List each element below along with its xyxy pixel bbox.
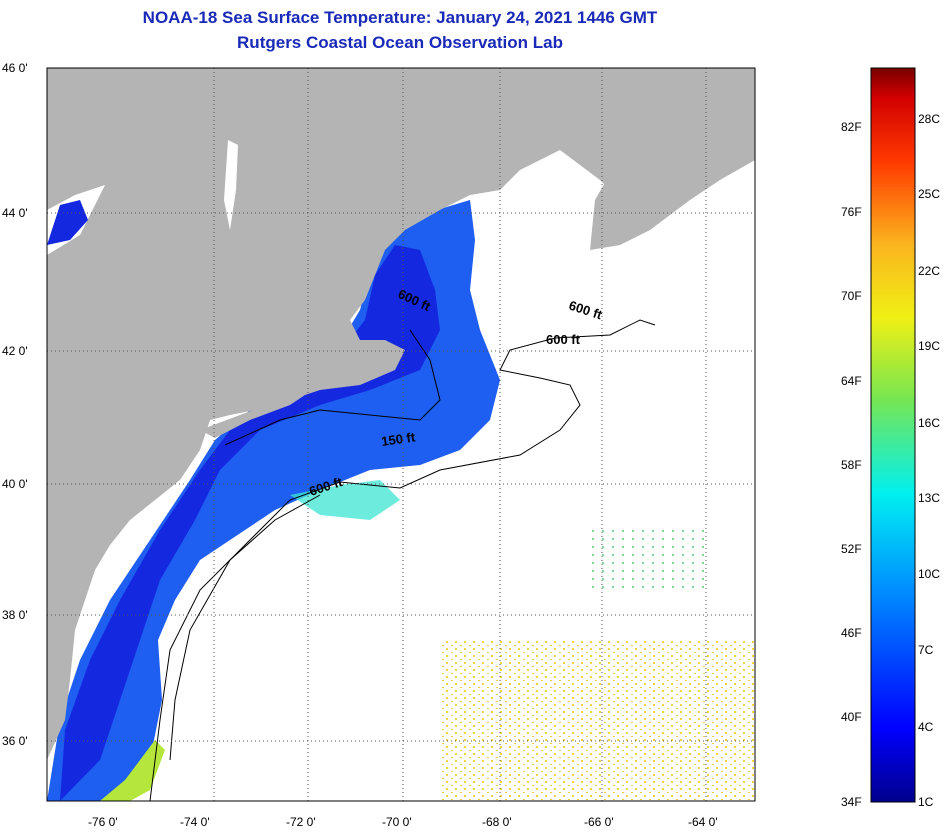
lat-label: 42 0' (2, 344, 28, 358)
lon-label: -70 0' (382, 815, 412, 829)
colorbar-c-label: 19C (918, 339, 940, 353)
colorbar-c-label: 16C (918, 416, 940, 430)
map-frame (46, 67, 756, 802)
lon-label: -66 0' (584, 815, 614, 829)
colorbar-f-label: 40F (841, 710, 862, 724)
colorbar-c-label: 7C (918, 643, 934, 657)
map-subtitle: Rutgers Coastal Ocean Observation Lab (237, 33, 563, 52)
green-coastal-patch (100, 740, 165, 801)
isobath-contours (149, 319, 656, 801)
colorbar-f-label: 52F (841, 542, 862, 556)
long-island (200, 395, 305, 438)
lon-label: -76 0' (88, 815, 118, 829)
isobath-label: 150 ft (380, 429, 416, 449)
colorbar-c-label: 10C (918, 567, 940, 581)
lake-ontario-cold (47, 200, 88, 245)
colorbar-f-label: 76F (841, 205, 862, 219)
lat-label: 36 0' (2, 734, 28, 748)
isobath-label: 600 ft (546, 332, 581, 347)
warm-water-specks (440, 640, 755, 801)
colorbar-f-label: 34F (841, 795, 862, 809)
lon-label: -64 0' (688, 815, 718, 829)
colorbar-f-label: 64F (841, 374, 862, 388)
colorbar-c-label: 13C (918, 491, 940, 505)
lat-label: 46 0' (2, 61, 28, 75)
lon-label: -74 0' (180, 815, 210, 829)
colorbar-c-label: 25C (918, 187, 940, 201)
colorbar-c-label: 1C (918, 795, 934, 809)
lon-label: -72 0' (286, 815, 316, 829)
lon-label: -68 0' (482, 815, 512, 829)
temperature-colorbar (870, 67, 916, 803)
colorbar-c-label: 22C (918, 264, 940, 278)
lat-label: 40 0' (2, 477, 28, 491)
lat-label: 44 0' (2, 206, 28, 220)
mid-temp-specks (590, 530, 710, 590)
lake-champlain (224, 140, 238, 230)
colorbar-f-label: 46F (841, 626, 862, 640)
colorbar-f-label: 70F (841, 289, 862, 303)
lat-label: 38 0' (2, 608, 28, 622)
colorbar-c-label: 28C (918, 112, 940, 126)
colorbar-f-label: 82F (841, 120, 862, 134)
map-title: NOAA-18 Sea Surface Temperature: January… (142, 8, 658, 27)
us-landmass (47, 68, 755, 760)
colorbar-c-label: 4C (918, 720, 934, 734)
colorbar-f-label: 58F (841, 458, 862, 472)
